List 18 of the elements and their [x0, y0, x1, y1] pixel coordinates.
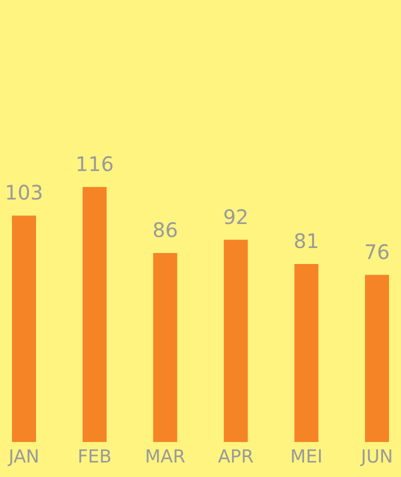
data-label: 81 [294, 228, 320, 253]
data-label: 103 [4, 180, 44, 205]
x-tick-label: JUN [360, 446, 393, 468]
bar [294, 264, 318, 442]
bar [12, 216, 36, 442]
x-tick-label: MAR [145, 446, 186, 468]
data-label: 76 [364, 240, 390, 264]
x-tick-label: JAN [8, 446, 40, 468]
data-label: 116 [76, 152, 114, 176]
bar [364, 274, 389, 442]
x-tick-label: FEB [78, 446, 112, 468]
bar [224, 240, 248, 442]
x-tick-label: APR [218, 446, 254, 468]
bar [153, 252, 178, 442]
data-label: 86 [152, 218, 178, 242]
x-tick-label: MEI [290, 446, 323, 468]
data-label: 92 [223, 204, 249, 229]
bar [82, 187, 107, 442]
